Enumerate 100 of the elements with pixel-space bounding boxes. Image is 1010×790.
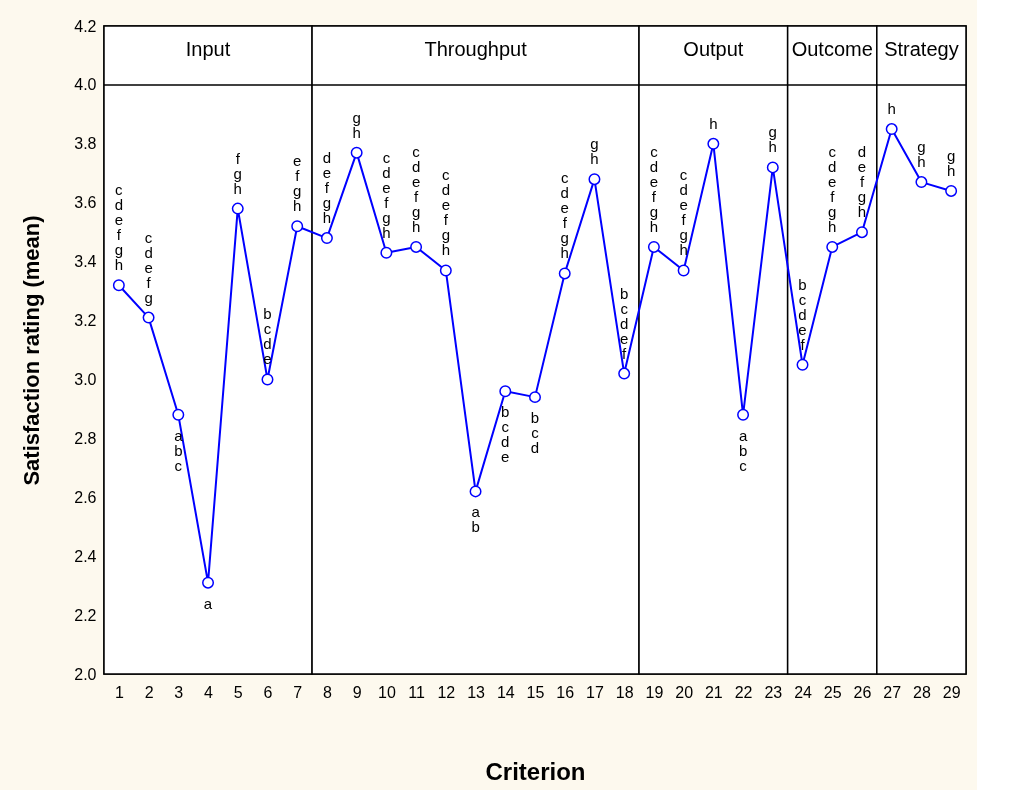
point bbox=[202, 576, 215, 589]
point bbox=[439, 264, 452, 277]
x-tick-label: 2 bbox=[144, 683, 154, 701]
x-tick-label: 4 bbox=[204, 683, 214, 701]
data-label: abc bbox=[738, 426, 748, 474]
point bbox=[142, 311, 155, 324]
x-tick-label: 16 bbox=[556, 683, 575, 701]
y-tick-label: 3.4 bbox=[74, 253, 97, 271]
data-label: defgh bbox=[857, 143, 867, 221]
y-tick-label: 3.6 bbox=[74, 194, 97, 212]
point bbox=[737, 408, 750, 421]
data-label: a bbox=[203, 594, 213, 612]
data-label: fgh bbox=[233, 149, 242, 197]
y-tick-label: 3.0 bbox=[74, 370, 97, 388]
data-label: cdefgh bbox=[828, 142, 837, 235]
point bbox=[380, 246, 393, 259]
data-label: bcde bbox=[263, 305, 272, 368]
y-tick-label: 2.0 bbox=[74, 665, 97, 683]
data-label: efgh bbox=[293, 152, 302, 215]
y-tick-label: 4.2 bbox=[74, 17, 97, 35]
point bbox=[499, 385, 512, 398]
x-tick-label: 1 bbox=[114, 683, 124, 701]
x-tick-label: 22 bbox=[734, 683, 753, 701]
data-label: cdefgh bbox=[560, 169, 569, 262]
data-label: gh bbox=[352, 108, 361, 141]
point bbox=[350, 146, 363, 159]
x-tick-label: 10 bbox=[377, 683, 396, 701]
y-tick-label: 2.2 bbox=[74, 606, 97, 624]
point bbox=[855, 226, 868, 239]
point bbox=[647, 240, 660, 253]
x-tick-label: 17 bbox=[586, 683, 604, 701]
data-label: ab bbox=[471, 503, 481, 536]
band-label: Strategy bbox=[884, 38, 959, 60]
point bbox=[677, 264, 690, 277]
x-tick-label: 11 bbox=[408, 683, 426, 701]
x-tick-label: 14 bbox=[496, 683, 515, 701]
x-tick-label: 13 bbox=[467, 683, 486, 701]
point bbox=[558, 267, 571, 280]
point bbox=[172, 408, 185, 421]
data-label: cdefgh bbox=[441, 166, 451, 259]
y-tick-label: 3.8 bbox=[74, 135, 97, 153]
band-label: Outcome bbox=[791, 38, 873, 60]
data-label: bcde bbox=[501, 403, 510, 466]
data-label: h bbox=[887, 100, 896, 118]
x-tick-label: 27 bbox=[883, 683, 902, 701]
point bbox=[915, 176, 928, 189]
x-tick-label: 20 bbox=[675, 683, 694, 701]
x-tick-label: 8 bbox=[322, 683, 332, 701]
point bbox=[885, 123, 898, 136]
point bbox=[291, 220, 304, 233]
x-tick-label: 25 bbox=[823, 683, 842, 701]
point bbox=[469, 485, 482, 498]
point bbox=[410, 240, 423, 253]
data-label: cdefgh bbox=[382, 148, 391, 241]
x-tick-label: 15 bbox=[526, 683, 545, 701]
data-label: gh bbox=[590, 135, 599, 168]
x-tick-label: 9 bbox=[352, 683, 362, 701]
x-tick-label: 3 bbox=[174, 683, 184, 701]
point bbox=[231, 202, 244, 215]
band-label: Throughput bbox=[424, 38, 528, 60]
data-label: gh bbox=[768, 123, 777, 156]
x-tick-label: 24 bbox=[794, 683, 813, 701]
x-tick-label: 23 bbox=[764, 683, 783, 701]
point bbox=[529, 391, 541, 404]
point bbox=[112, 279, 125, 292]
data-label: bcdef bbox=[798, 275, 807, 353]
data-label: gh bbox=[917, 138, 926, 171]
data-label: cdefg bbox=[144, 228, 153, 306]
x-tick-label: 28 bbox=[913, 683, 931, 701]
x-tick-label: 21 bbox=[704, 683, 723, 701]
band-label: Input bbox=[185, 38, 231, 60]
x-tick-label: 29 bbox=[942, 683, 961, 701]
point bbox=[261, 373, 274, 386]
data-label: bcdef bbox=[620, 284, 629, 362]
x-tick-label: 5 bbox=[233, 683, 243, 701]
x-tick-label: 7 bbox=[293, 683, 303, 701]
data-label: gh bbox=[946, 146, 956, 179]
x-tick-label: 19 bbox=[645, 683, 664, 701]
data-label: cdefgh bbox=[649, 142, 659, 235]
x-axis-title: Criterion bbox=[485, 757, 586, 785]
x-tick-label: 12 bbox=[437, 683, 456, 701]
y-tick-label: 2.4 bbox=[74, 547, 97, 565]
point bbox=[588, 173, 601, 186]
data-label: cdefgh bbox=[114, 181, 124, 274]
band-label: Output bbox=[683, 38, 744, 60]
x-tick-label: 26 bbox=[853, 683, 872, 701]
y-tick-label: 2.8 bbox=[74, 429, 97, 447]
data-label: h bbox=[709, 114, 718, 132]
y-tick-label: 3.2 bbox=[74, 312, 97, 330]
point bbox=[945, 184, 958, 197]
data-label: cdefgh bbox=[411, 142, 421, 235]
point bbox=[320, 232, 333, 245]
x-tick-label: 18 bbox=[615, 683, 634, 701]
y-tick-label: 4.0 bbox=[74, 76, 97, 94]
point bbox=[826, 240, 839, 253]
point bbox=[796, 358, 809, 371]
x-tick-label: 6 bbox=[263, 683, 273, 701]
point bbox=[618, 367, 631, 380]
data-label: cdefgh bbox=[679, 166, 688, 259]
data-label: defgh bbox=[322, 149, 332, 227]
